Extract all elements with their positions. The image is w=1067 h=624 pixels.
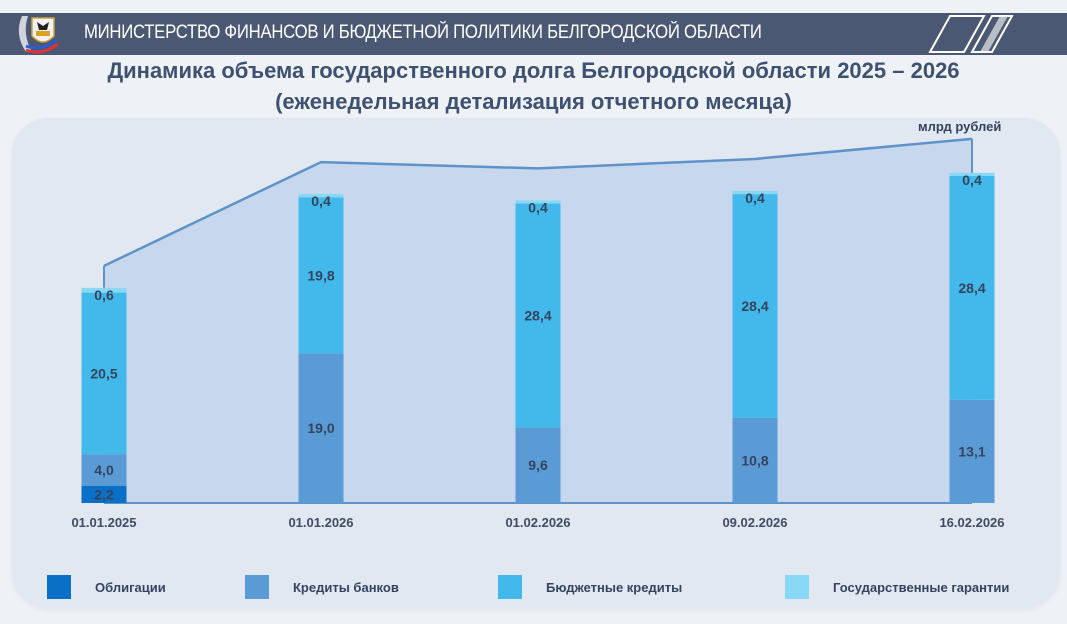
bar-segment (298, 353, 344, 503)
chart-title: Динамика объема государственного долга Б… (107, 58, 960, 83)
legend-swatch (785, 575, 809, 599)
x-tick-label: 01.01.2026 (288, 515, 353, 530)
legend-label: Облигации (95, 579, 166, 595)
data-label: 4,0 (94, 462, 114, 478)
bar-segment (732, 417, 778, 503)
bar-segment (949, 175, 995, 400)
data-label: 13,1 (958, 443, 985, 459)
legend-swatch (498, 575, 522, 599)
bar-segment (298, 194, 344, 198)
data-label: 0,6 (94, 287, 114, 303)
header-title: МИНИСТЕРСТВО ФИНАНСОВ И БЮДЖЕТНОЙ ПОЛИТИ… (84, 22, 762, 43)
bar-segment (949, 172, 995, 176)
x-tick-label: 01.01.2025 (71, 515, 136, 530)
decorative-slashes (928, 15, 1014, 53)
bar-segment (732, 194, 778, 418)
data-label: 9,6 (528, 457, 548, 473)
x-tick-label: 01.02.2026 (505, 515, 570, 530)
legend-item: Облигации (47, 575, 166, 599)
unit-label: млрд рублей (918, 119, 1002, 134)
bar-segment (81, 287, 127, 293)
bar-segment (81, 292, 127, 455)
legend-swatch (47, 575, 71, 599)
legend-label: Бюджетные кредиты (546, 579, 683, 595)
legend-label: Государственные гарантии (833, 579, 1010, 595)
data-label: 19,8 (307, 267, 334, 283)
legend-label: Кредиты банков (293, 579, 399, 595)
data-label: 19,0 (307, 420, 334, 436)
bar-segment (949, 399, 995, 503)
data-label: 0,4 (962, 172, 982, 188)
data-label: 28,4 (524, 307, 551, 323)
header-bar (0, 13, 1067, 55)
data-label: 28,4 (958, 280, 985, 296)
bar-segment (81, 485, 127, 503)
data-label: 28,4 (741, 298, 768, 314)
bar-segment (298, 197, 344, 354)
legend-item: Бюджетные кредиты (498, 575, 682, 599)
data-label: 0,4 (745, 190, 765, 206)
total-line (103, 137, 973, 268)
legend-swatch (245, 575, 269, 599)
x-tick-label: 09.02.2026 (722, 515, 787, 530)
x-tick-label: 16.02.2026 (939, 515, 1004, 530)
bar-segment (81, 454, 127, 486)
legend-item: Кредиты банков (245, 575, 399, 599)
data-label: 0,4 (311, 193, 331, 209)
coat-of-arms-logo (18, 16, 59, 54)
data-label: 10,8 (741, 452, 768, 468)
bar-segment (515, 200, 561, 204)
bar-segment (515, 203, 561, 428)
bar-segment (515, 427, 561, 503)
chart-subtitle: (еженедельная детализация отчетного меся… (275, 89, 792, 114)
data-label: 2,2 (94, 486, 114, 502)
data-label: 20,5 (90, 365, 117, 381)
data-label: 0,4 (528, 199, 548, 215)
legend-item: Государственные гарантии (785, 575, 1009, 599)
bar-segment (732, 190, 778, 195)
